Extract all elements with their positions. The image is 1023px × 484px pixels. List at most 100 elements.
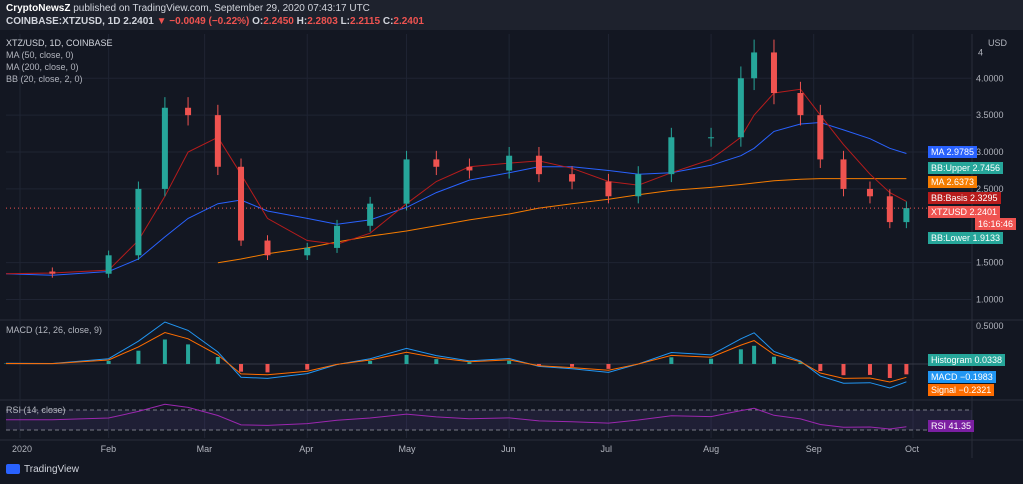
rsi-line	[5, 403, 907, 430]
low-value: 2.2115	[350, 16, 381, 27]
candle-body	[334, 225, 341, 248]
macd-histogram-bar	[239, 364, 244, 372]
high-label: H:	[296, 16, 308, 27]
candle-body	[668, 137, 675, 175]
publish-line: CryptoNewsZ published on TradingView.com…	[6, 3, 370, 14]
macd-histogram-bar	[798, 362, 803, 364]
rsi-legend[interactable]: RSI (14, close)	[6, 405, 66, 415]
candle-body	[635, 174, 642, 197]
candle-body	[506, 155, 513, 171]
candle-body	[238, 166, 245, 241]
candle-body	[817, 115, 824, 160]
time-tick-label: Jul	[600, 444, 612, 454]
last-price: 2.2401	[123, 16, 154, 27]
macd-histogram-bar	[162, 339, 167, 364]
macd-line	[5, 321, 907, 389]
macd-histogram-bar	[186, 344, 191, 364]
candle-body	[840, 159, 847, 189]
macd-histogram-bar	[305, 364, 310, 370]
price-tag: XTZUSD 2.2401	[928, 206, 1001, 218]
candle-body	[751, 52, 758, 79]
macd-tag: MACD −0.1983	[928, 371, 996, 383]
price-tick-label: 4.0000	[976, 73, 1004, 83]
rsi-tag: RSI 41.35	[928, 420, 975, 432]
macd-histogram-bar	[867, 364, 872, 375]
high-value: 2.2803	[307, 16, 338, 27]
candle-body	[866, 188, 873, 197]
candle-body	[135, 188, 142, 256]
macd-signal-line	[5, 331, 907, 383]
time-tick-label: Aug	[703, 444, 719, 454]
macd-tag: Signal −0.2321	[928, 384, 995, 396]
macd-histogram-bar	[507, 360, 512, 364]
legend-bb[interactable]: BB (20, close, 2, 0)	[6, 74, 83, 84]
candle-body	[737, 78, 744, 138]
symbol-label[interactable]: COINBASE:XTZUSD, 1D	[6, 16, 121, 27]
close-value: 2.2401	[393, 16, 424, 27]
price-tick-label: 4	[978, 47, 983, 57]
macd-histogram-bar	[841, 364, 846, 376]
price-tag: 16:16:46	[975, 218, 1017, 230]
open-label: O:	[252, 16, 264, 27]
candle-body	[535, 155, 542, 175]
macd-histogram-bar	[887, 364, 892, 378]
macd-histogram-bar	[536, 364, 541, 366]
candle-body	[49, 271, 56, 274]
macd-histogram-bar	[265, 364, 270, 373]
candle-body	[569, 174, 576, 182]
macd-histogram-bar	[709, 358, 714, 364]
footer-brand[interactable]: TradingView	[24, 464, 80, 475]
candle-body	[433, 159, 440, 167]
macd-legend[interactable]: MACD (12, 26, close, 9)	[6, 325, 103, 335]
legend-ma50[interactable]: MA (50, close, 0)	[6, 50, 74, 60]
candle-body	[161, 107, 168, 189]
candle-body	[264, 240, 271, 256]
legend-ma200[interactable]: MA (200, close, 0)	[6, 62, 79, 72]
price-tick-label: 1.0000	[976, 295, 1004, 305]
candle-body	[708, 137, 715, 139]
macd-histogram-bar	[136, 350, 141, 364]
time-tick-label: Feb	[101, 444, 117, 454]
candle-body	[903, 208, 910, 223]
macd-histogram-bar	[904, 364, 909, 375]
candle-body	[304, 247, 311, 256]
tradingview-logo-icon	[6, 464, 20, 474]
price-tag: BB:Lower 1.9133	[928, 232, 1004, 244]
macd-histogram-bar	[215, 357, 220, 364]
macd-histogram-bar	[606, 364, 611, 369]
price-tick-label: 2.5000	[976, 184, 1004, 194]
price-tag: MA 2.9785	[928, 146, 978, 158]
candle-body	[403, 159, 410, 204]
time-tick-label: Oct	[905, 444, 920, 454]
published-text: published on TradingView.com, September …	[73, 3, 370, 14]
price-tick-label: 1.5000	[976, 258, 1004, 268]
publisher-name[interactable]: CryptoNewsZ	[6, 3, 71, 14]
chart-header: CryptoNewsZ published on TradingView.com…	[0, 0, 1023, 30]
candle-body	[466, 166, 473, 171]
price-tick-label: 3.0000	[976, 147, 1004, 157]
price-tag: MA 2.6373	[928, 176, 978, 188]
time-tick-label: Mar	[197, 444, 213, 454]
time-tick-label: 2020	[12, 444, 32, 454]
legend-title: XTZ/USD, 1D, COINBASE	[6, 38, 113, 48]
macd-histogram-bar	[669, 357, 674, 364]
time-tick-label: Jun	[501, 444, 516, 454]
macd-histogram-bar	[106, 360, 111, 364]
price-tag: BB:Upper 2.7456	[928, 162, 1004, 174]
time-tick-label: May	[399, 444, 417, 454]
candle-body	[605, 181, 612, 197]
macd-histogram-bar	[771, 356, 776, 364]
macd-axis-tick: 0.5000	[976, 321, 1004, 331]
footer: TradingView	[0, 458, 1023, 484]
macd-histogram-bar	[467, 362, 472, 364]
rsi-band	[6, 410, 972, 430]
open-value: 2.2450	[263, 16, 294, 27]
candle-body	[105, 255, 112, 274]
price-change: −0.0049 (−0.22%)	[169, 16, 250, 27]
macd-tag: Histogram 0.0338	[928, 354, 1006, 366]
macd-histogram-bar	[404, 354, 409, 364]
price-axis-unit: USD	[988, 38, 1008, 48]
low-label: L:	[340, 16, 351, 27]
